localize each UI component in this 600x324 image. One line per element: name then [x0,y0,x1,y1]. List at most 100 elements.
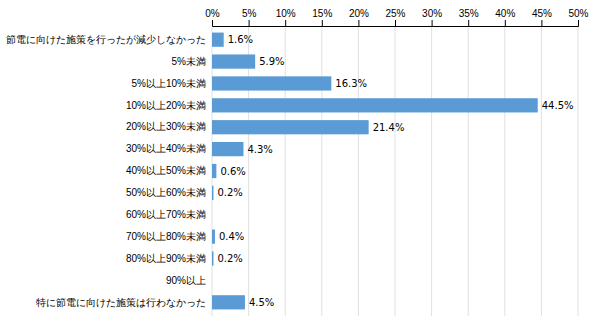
tick: 15% [312,8,332,26]
tick: 20% [349,8,369,26]
x-axis: 0% 5% 10% 15% 20% 25% 30% 35% 40% 45% 50% [205,8,588,27]
tick: 20%以上30%未満 [126,121,206,132]
tick-label: 20% [349,8,369,19]
tick: 5%未満 [172,56,206,67]
tick-mark [322,20,323,26]
category-label: 5%未満 [172,56,206,67]
y-axis: 節電に向けた施策を行ったが減少しなかった 5%未満 5%以上10%未満 10%以上20… [6,34,206,308]
bar [212,120,369,134]
tick: 70%以上80%未満 [126,231,206,242]
category-label: 90%以上 [166,275,206,286]
data-label: 0.6% [220,166,245,177]
category-label: 70%以上80%未満 [126,231,206,242]
tick: 特に節電に向けた施策は行わなかった [36,297,206,308]
grid-line [504,26,505,316]
tick: 35% [459,8,479,26]
data-label: 44.5% [542,100,574,111]
tick-label: 10% [276,8,296,19]
tick: 50%以上60%未満 [126,187,206,198]
data-label: 0.2% [217,187,242,198]
grid-line [248,26,249,316]
tick: 90%以上 [166,275,206,286]
bar [212,273,213,287]
grid-line [358,26,359,316]
tick-label: 50% [568,8,588,19]
tick: 0% [205,8,220,26]
tick: 40%以上50%未満 [126,165,206,176]
data-label: 0.2% [217,253,242,264]
bar [212,76,331,90]
bar [212,54,255,68]
bar [212,295,245,309]
grid-line [468,26,469,316]
category-label: 50%以上60%未満 [126,187,206,198]
data-label: 16.3% [335,78,367,89]
tick: 45% [532,8,552,26]
tick-mark [468,20,469,26]
grid-line [578,26,579,316]
plot: 1.6% 5.9% 16.3% 44.5% 21.4% 4.3%0.6% 0.2% 0.4% 0… [6,8,589,316]
data-label: 4.5% [249,297,274,308]
tick: 30% [422,8,442,26]
tick-label: 5% [242,8,257,19]
tick-label: 0% [205,8,220,19]
bar [212,142,243,156]
tick-label: 45% [532,8,552,19]
bar [212,251,213,265]
tick: 60%以上70%未満 [126,209,206,220]
tick: 節電に向けた施策を行ったが減少しなかった [6,34,206,45]
chart: 1.6% 5.9% 16.3% 44.5% 21.4% 4.3%0.6% 0.2% 0.4% 0… [0,0,600,324]
tick: 5% [242,8,257,26]
bars [212,33,538,310]
category-label: 節電に向けた施策を行ったが減少しなかった [6,34,206,45]
tick: 80%以上90%未満 [126,253,206,264]
grid-line [431,26,432,316]
data-label: 5.9% [259,56,284,67]
tick-mark [395,20,396,26]
category-label: 80%以上90%未満 [126,253,206,264]
tick: 40% [495,8,515,26]
tick-mark [358,20,359,26]
category-label: 20%以上30%未満 [126,121,206,132]
category-label: 10%以上20%未満 [126,100,206,111]
tick-label: 30% [422,8,442,19]
axis-line [213,20,579,27]
tick-mark [212,20,213,26]
grid-line [321,26,322,316]
category-label: 30%以上40%未満 [126,143,206,154]
data-labels: 1.6% 5.9% 16.3% 44.5% 21.4% 4.3%0.6% 0.2% 0.4% 0… [217,34,573,308]
data-label: 0.4% [219,231,244,242]
category-label: 5%以上10%未満 [132,78,206,89]
data-label: 21.4% [373,122,405,133]
tick-mark [578,20,579,26]
tick-mark [541,20,542,26]
tick: 30%以上40%未満 [126,143,206,154]
tick-mark [249,20,250,26]
tick: 25% [385,8,405,26]
tick: 50% [568,8,588,26]
tick-mark [432,20,433,26]
tick-label: 25% [385,8,405,19]
tick: 10% [276,8,296,26]
grid-line [541,26,542,316]
tick-mark [285,20,286,26]
data-label: 1.6% [228,34,253,45]
grid [212,26,578,316]
tick-mark [505,20,506,26]
tick: 10%以上20%未満 [126,100,206,111]
bar [212,164,216,178]
category-label: 60%以上70%未満 [126,209,206,220]
bar [212,33,224,47]
bar [212,98,538,112]
bar [212,186,213,200]
grid-line [285,26,286,316]
tick: 5%以上10%未満 [132,78,206,89]
category-label: 特に節電に向けた施策は行わなかった [36,297,206,308]
tick-label: 35% [459,8,479,19]
tick-label: 15% [312,8,332,19]
bar [212,230,215,244]
bar [212,208,213,222]
grid-line [395,26,396,316]
data-label: 4.3% [247,144,272,155]
category-label: 40%以上50%未満 [126,165,206,176]
